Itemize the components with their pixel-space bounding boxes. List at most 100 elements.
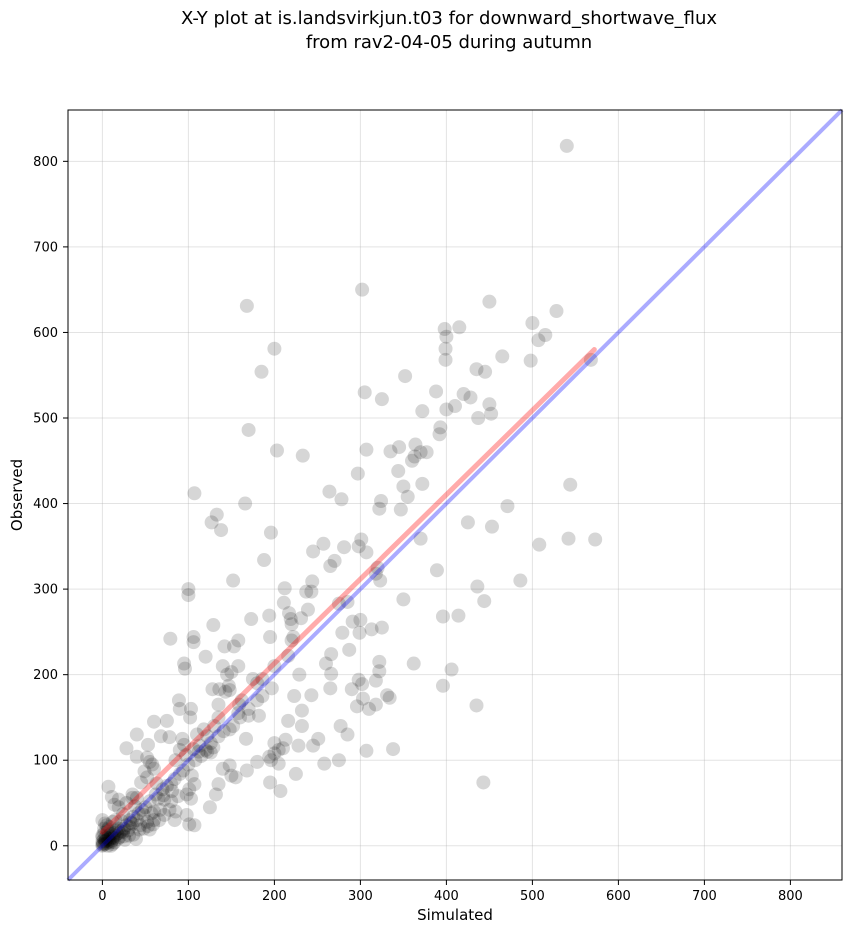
data-point bbox=[364, 622, 379, 637]
data-point bbox=[239, 731, 254, 746]
data-point bbox=[340, 727, 355, 742]
data-point bbox=[232, 697, 247, 712]
data-point bbox=[116, 821, 131, 836]
data-point bbox=[140, 750, 155, 765]
data-point bbox=[419, 445, 434, 460]
data-point bbox=[128, 799, 143, 814]
data-point bbox=[482, 294, 497, 309]
data-point bbox=[222, 683, 237, 698]
data-point bbox=[98, 830, 113, 845]
data-point bbox=[95, 838, 110, 853]
data-point bbox=[187, 818, 202, 833]
data-point bbox=[100, 822, 115, 837]
data-point bbox=[104, 838, 118, 853]
data-point bbox=[245, 671, 260, 686]
data-point bbox=[435, 678, 450, 693]
data-point bbox=[104, 835, 118, 850]
data-point bbox=[294, 611, 309, 626]
data-point bbox=[284, 617, 299, 632]
data-point bbox=[391, 464, 406, 479]
data-point bbox=[317, 756, 332, 771]
data-point bbox=[353, 612, 368, 627]
data-point bbox=[284, 633, 299, 648]
data-point bbox=[136, 821, 151, 836]
data-point bbox=[145, 757, 160, 772]
data-point bbox=[157, 807, 172, 822]
data-point bbox=[255, 689, 270, 704]
data-point bbox=[228, 770, 243, 785]
data-point bbox=[217, 639, 232, 654]
data-point bbox=[165, 784, 180, 799]
data-point bbox=[396, 592, 411, 607]
data-point bbox=[133, 818, 148, 833]
data-point bbox=[368, 697, 383, 712]
data-point bbox=[206, 618, 221, 633]
data-point bbox=[513, 573, 528, 588]
data-point bbox=[254, 364, 269, 379]
data-point bbox=[588, 532, 603, 547]
data-point bbox=[559, 138, 574, 153]
data-point bbox=[190, 727, 204, 742]
data-point bbox=[334, 492, 349, 507]
data-point bbox=[463, 390, 478, 405]
data-point bbox=[104, 826, 118, 841]
data-point bbox=[359, 545, 374, 560]
data-point bbox=[216, 724, 231, 739]
data-point bbox=[316, 536, 331, 551]
data-point bbox=[104, 790, 119, 805]
data-point bbox=[396, 479, 411, 494]
data-point bbox=[177, 737, 192, 752]
data-point bbox=[177, 661, 192, 676]
data-point bbox=[324, 666, 339, 681]
data-point bbox=[140, 770, 155, 785]
x-tick-label: 700 bbox=[692, 889, 717, 904]
data-point bbox=[319, 656, 333, 671]
data-point bbox=[271, 756, 286, 771]
data-point bbox=[438, 341, 453, 356]
data-point bbox=[231, 706, 246, 721]
data-point bbox=[291, 738, 306, 753]
data-point bbox=[471, 411, 486, 425]
data-point bbox=[278, 732, 293, 747]
x-tick-label: 400 bbox=[434, 889, 459, 904]
data-point bbox=[429, 384, 444, 399]
data-point bbox=[333, 719, 348, 733]
data-point bbox=[121, 823, 136, 838]
data-point bbox=[262, 608, 277, 623]
data-point bbox=[97, 816, 112, 831]
data-point bbox=[123, 815, 138, 830]
data-point bbox=[444, 662, 459, 677]
data-point bbox=[250, 676, 265, 691]
data-point bbox=[167, 813, 182, 828]
data-point bbox=[209, 507, 224, 522]
data-point bbox=[226, 639, 241, 654]
data-point bbox=[484, 406, 499, 421]
data-point bbox=[116, 829, 131, 844]
data-point bbox=[224, 768, 239, 783]
data-point bbox=[159, 778, 174, 793]
data-point bbox=[583, 352, 598, 367]
data-point bbox=[184, 768, 199, 783]
data-point bbox=[439, 329, 454, 344]
data-point bbox=[105, 814, 120, 829]
data-point bbox=[203, 745, 218, 760]
data-point bbox=[241, 701, 256, 716]
data-point bbox=[96, 836, 111, 851]
data-point bbox=[102, 834, 117, 849]
y-tick-label: 100 bbox=[33, 754, 58, 769]
x-tick-label: 200 bbox=[262, 889, 287, 904]
data-point bbox=[437, 322, 452, 337]
data-point bbox=[306, 738, 321, 753]
data-point bbox=[110, 831, 125, 846]
data-point bbox=[561, 531, 576, 546]
data-point bbox=[281, 648, 296, 663]
data-point bbox=[470, 579, 485, 594]
data-point bbox=[350, 466, 365, 481]
data-point bbox=[119, 796, 134, 810]
data-point bbox=[331, 596, 346, 611]
data-point bbox=[292, 667, 307, 682]
data-point bbox=[305, 574, 320, 589]
data-point bbox=[108, 813, 123, 828]
data-point bbox=[415, 404, 430, 419]
data-point bbox=[122, 819, 137, 834]
